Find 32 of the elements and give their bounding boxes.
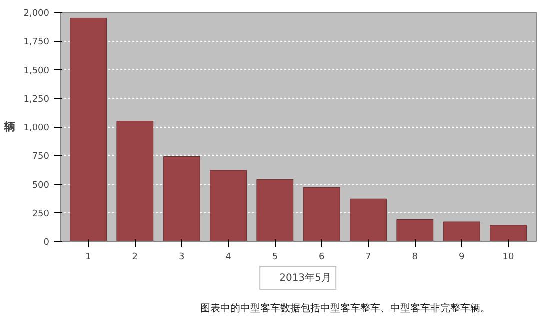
x-tick-label: 3 xyxy=(178,252,185,262)
x-tick-label: 8 xyxy=(412,252,418,262)
x-tick-label: 1 xyxy=(86,252,92,262)
x-tick-label: 9 xyxy=(458,252,465,262)
text: 图表中的中型客车数据包括中型客车整车、中型客车非完整车辆。 xyxy=(200,302,490,314)
x-tick-label: 5 xyxy=(272,252,278,262)
x-tick-label: 6 xyxy=(318,252,325,262)
y-tick-label: 750 xyxy=(32,152,50,162)
bar xyxy=(443,222,480,242)
y-tick-label: 1,750 xyxy=(24,38,50,48)
y-tick-label: 1,250 xyxy=(24,94,50,105)
bar xyxy=(350,198,387,242)
x-tick-label: 7 xyxy=(366,252,372,262)
y-tick-label: 500 xyxy=(32,180,50,191)
x-tick-label: 2 xyxy=(132,252,138,262)
y-axis-title: 辆 xyxy=(4,120,16,134)
bar xyxy=(303,187,340,242)
bar xyxy=(210,170,247,242)
y-tick-label: 250 xyxy=(32,209,50,220)
x-tick-label: 4 xyxy=(226,252,232,262)
bar xyxy=(396,219,434,242)
x-tick-label: 10 xyxy=(502,252,514,262)
text: 2013年5月 xyxy=(280,272,332,285)
y-tick-label: 1,000 xyxy=(24,124,50,134)
y-tick-label: 1,500 xyxy=(24,66,50,76)
y-tick-label: 2,000 xyxy=(24,9,50,19)
y-tick-label: 0 xyxy=(44,238,50,248)
bar xyxy=(70,18,107,242)
bar xyxy=(490,225,527,242)
bar xyxy=(163,156,200,242)
bar xyxy=(256,179,294,242)
bar xyxy=(116,121,154,242)
